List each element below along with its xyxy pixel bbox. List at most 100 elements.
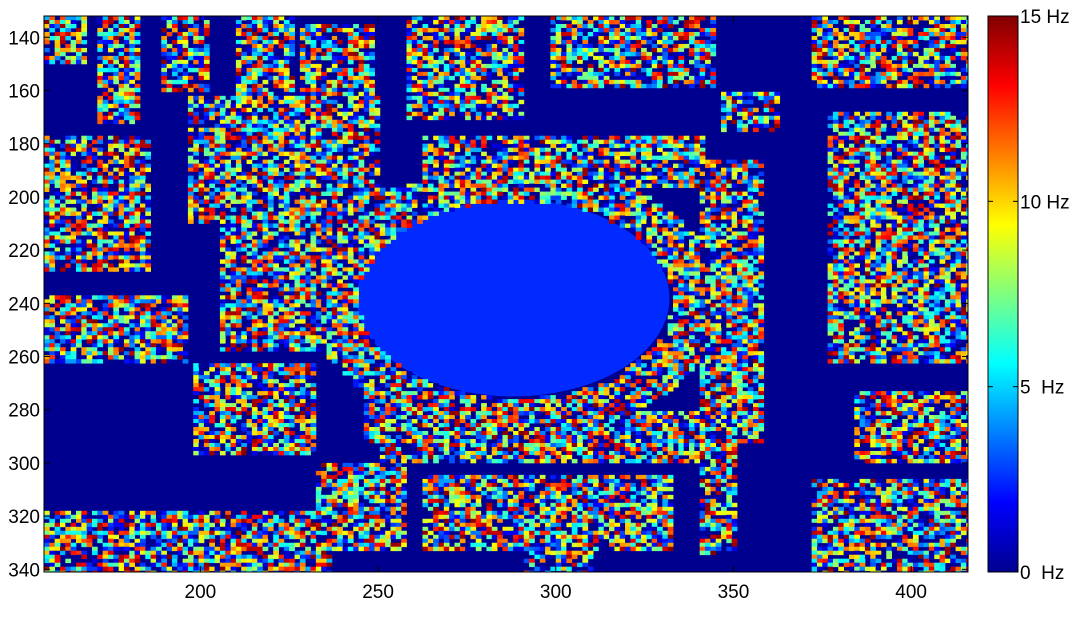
heatmap-cell [342, 51, 349, 57]
heatmap-cell [134, 115, 141, 121]
heatmap-cell [97, 99, 104, 105]
heatmap-cell [379, 227, 386, 232]
heatmap-cell [374, 159, 381, 165]
heatmap-cell [230, 295, 237, 300]
heatmap-cell [70, 343, 77, 348]
heatmap-cell [363, 506, 370, 512]
heatmap-cell [369, 143, 375, 149]
heatmap-cell [379, 223, 386, 228]
heatmap-cell [417, 423, 423, 428]
heatmap-cell [353, 47, 359, 53]
heatmap-cell [145, 223, 152, 228]
heatmap-cell [113, 135, 120, 141]
heatmap-cell [91, 315, 98, 320]
heatmap-cell [363, 87, 370, 93]
heatmap-cell [70, 55, 77, 61]
heatmap-cell [251, 287, 258, 292]
heatmap-cell [353, 95, 359, 101]
heatmap-cell [113, 335, 120, 340]
heatmap-cell [235, 43, 242, 49]
heatmap-cell [251, 267, 258, 272]
heatmap-cell [385, 435, 391, 440]
heatmap-cell [102, 59, 109, 65]
heatmap-cell [150, 347, 157, 352]
heatmap-cell [395, 542, 402, 548]
heatmap-cell [241, 227, 247, 232]
heatmap-cell [363, 335, 370, 340]
heatmap-cell [246, 419, 253, 424]
heatmap-cell [315, 27, 322, 33]
heatmap-cell [395, 546, 402, 552]
heatmap-cell [75, 566, 82, 572]
heatmap-cell [230, 195, 237, 200]
heatmap-cell [209, 183, 215, 188]
heatmap-cell [326, 55, 333, 61]
heatmap-cell [289, 143, 295, 149]
heatmap-cell [65, 187, 72, 192]
heatmap-cell [273, 19, 279, 25]
heatmap-cell [374, 431, 381, 436]
heatmap-cell [139, 315, 146, 320]
heatmap-cell [347, 267, 354, 272]
heatmap-cell [326, 187, 333, 192]
heatmap-cell [417, 39, 423, 45]
heatmap-cell [182, 530, 189, 536]
heatmap-cell [187, 131, 194, 137]
heatmap-cell [305, 411, 311, 416]
heatmap-cell [358, 474, 365, 480]
heatmap-cell [358, 502, 365, 508]
heatmap-cell [54, 231, 61, 236]
heatmap-cell [363, 482, 370, 488]
heatmap-cell [251, 514, 258, 520]
heatmap-cell [230, 119, 237, 125]
heatmap-cell [347, 163, 354, 169]
heatmap-cell [118, 558, 125, 564]
heatmap-cell [251, 419, 258, 424]
heatmap-cell [134, 331, 141, 336]
heatmap-cell [347, 339, 354, 344]
heatmap-cell [337, 339, 343, 344]
heatmap-cell [363, 423, 370, 428]
heatmap-cell [230, 319, 237, 324]
heatmap-cell [305, 111, 311, 117]
heatmap-cell [294, 175, 301, 181]
heatmap-cell [369, 494, 375, 500]
heatmap-cell [246, 538, 253, 544]
heatmap-cell [44, 303, 50, 308]
heatmap-cell [65, 530, 72, 536]
heatmap-cell [315, 103, 322, 109]
heatmap-cell [118, 327, 125, 332]
heatmap-cell [150, 510, 157, 516]
heatmap-cell [379, 407, 386, 412]
heatmap-cell [305, 99, 311, 105]
heatmap-cell [369, 99, 375, 105]
heatmap-cell [406, 403, 413, 408]
heatmap-cell [363, 223, 370, 228]
heatmap-cell [273, 255, 279, 260]
heatmap-cell [171, 534, 178, 540]
heatmap-cell [353, 327, 359, 332]
heatmap-cell [262, 514, 269, 520]
heatmap-cell [225, 171, 231, 177]
heatmap-cell [358, 518, 365, 524]
heatmap-cell [326, 526, 333, 532]
heatmap-cell [273, 163, 279, 169]
heatmap-cell [198, 167, 205, 173]
heatmap-cell [379, 207, 386, 212]
heatmap-cell [353, 514, 359, 520]
heatmap-cell [246, 159, 253, 165]
heatmap-cell [44, 203, 50, 208]
heatmap-cell [214, 403, 221, 408]
heatmap-cell [390, 494, 397, 500]
heatmap-cell [139, 191, 146, 196]
heatmap-cell [310, 231, 317, 236]
heatmap-cell [203, 530, 210, 536]
heatmap-cell [321, 347, 327, 352]
heatmap-cell [91, 343, 98, 348]
heatmap-cell [251, 299, 258, 304]
heatmap-cell [91, 558, 98, 564]
heatmap-cell [134, 303, 141, 308]
heatmap-cell [363, 39, 370, 45]
heatmap-cell [97, 59, 104, 65]
heatmap-cell [59, 299, 66, 304]
